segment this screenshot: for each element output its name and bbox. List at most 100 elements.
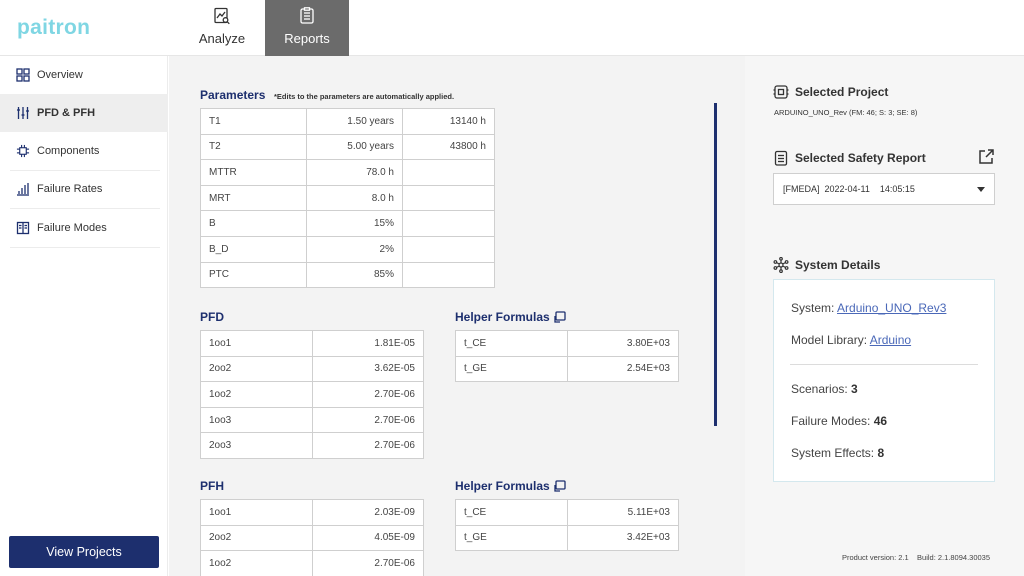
table-cell-value[interactable]: 78.0 h: [306, 159, 403, 186]
sidebar-item-pfd-pfh[interactable]: PFD & PFH: [0, 94, 168, 132]
grid-icon: [16, 68, 30, 82]
table-row: PTC 85%: [200, 261, 495, 289]
table-cell-alt[interactable]: [402, 235, 495, 263]
sidebar-item-failure-modes[interactable]: Failure Modes: [0, 209, 168, 247]
table-cell-value[interactable]: 2.70E-06: [312, 381, 424, 408]
table-cell-alt[interactable]: 43800 h: [402, 133, 495, 161]
table-cell-value[interactable]: 3.42E+03: [567, 524, 679, 552]
table-row: T1 1.50 years 13140 h: [200, 108, 495, 135]
table-cell-value[interactable]: 5.11E+03: [567, 499, 679, 526]
table-cell-alt[interactable]: [402, 184, 495, 212]
formula-link-icon[interactable]: [554, 311, 566, 323]
pfd-helper-formulas-title: Helper Formulas: [455, 310, 566, 324]
sliders-icon: [16, 106, 30, 120]
table-row: MRT 8.0 h: [200, 184, 495, 212]
view-projects-button[interactable]: View Projects: [9, 536, 159, 568]
pfh-table: 1oo1 2.03E-09 2oo2 4.05E-09 1oo2 2.70E-06: [199, 499, 424, 576]
report-icon: [298, 7, 316, 28]
failure-modes-label: Failure Modes:: [791, 414, 871, 428]
table-cell-value[interactable]: 2.70E-06: [312, 550, 424, 576]
table-row: 2oo2 4.05E-09: [199, 524, 424, 552]
table-cell-name: t_CE: [454, 330, 569, 357]
model-library-row: Model Library: Arduino: [791, 333, 911, 347]
table-cell-name: t_CE: [454, 499, 569, 526]
failure-modes-value: 46: [873, 414, 888, 428]
sidebar-item-failure-rates[interactable]: Failure Rates: [0, 170, 168, 208]
sidebar-item-label: Failure Rates: [37, 183, 103, 195]
table-cell-value[interactable]: 2.70E-06: [312, 406, 424, 434]
table-row: 2oo3 2.70E-06: [199, 432, 424, 459]
table-cell-value[interactable]: 15%: [306, 210, 403, 237]
table-cell-name: 1oo2: [199, 381, 314, 408]
safety-report-select-value: [FMEDA] 2022-04-11 14:05:15: [783, 184, 915, 194]
table-cell-alt[interactable]: [402, 159, 495, 186]
top-bar: paitron Analyze Reports: [0, 0, 1024, 56]
pfh-helper-table: t_CE 5.11E+03 t_GE 3.42E+03: [454, 499, 679, 552]
chip-icon: [16, 144, 30, 158]
model-library-label: Model Library:: [791, 333, 868, 347]
table-row: 1oo3 2.70E-06: [199, 406, 424, 434]
table-row: 1oo2 2.70E-06: [199, 381, 424, 408]
scenarios-row: Scenarios: 3: [791, 382, 858, 396]
table-cell-value[interactable]: 85%: [306, 261, 403, 289]
sidebar: Overview PFD & PFH Components: [0, 56, 168, 576]
table-cell-alt[interactable]: [402, 261, 495, 289]
table-cell-value[interactable]: 1.81E-05: [312, 330, 424, 357]
table-cell-value[interactable]: 2.70E-06: [312, 432, 424, 459]
table-cell-value[interactable]: 4.05E-09: [312, 524, 424, 552]
report-icon: [773, 150, 789, 166]
system-row: System: Arduino_UNO_Rev3: [791, 301, 946, 315]
formula-link-icon[interactable]: [554, 480, 566, 492]
external-link-icon[interactable]: [977, 148, 995, 171]
table-row: t_GE 3.42E+03: [454, 524, 679, 552]
helper-formulas-label: Helper Formulas: [455, 479, 550, 493]
table-cell-name: B_D: [200, 235, 307, 263]
helper-formulas-label: Helper Formulas: [455, 310, 550, 324]
table-cell-alt[interactable]: [402, 210, 495, 237]
divider: [10, 247, 160, 248]
table-cell-value[interactable]: 3.80E+03: [567, 330, 679, 357]
system-details-title: System Details: [795, 258, 881, 272]
safety-report-heading: Selected Safety Report: [773, 150, 926, 166]
parameters-table: T1 1.50 years 13140 h T2 5.00 years 43800 h MT…: [200, 108, 495, 289]
table-cell-name: t_GE: [454, 355, 569, 383]
system-effects-label: System Effects:: [791, 446, 875, 460]
table-cell-value[interactable]: 3.62E-05: [312, 355, 424, 383]
tab-reports[interactable]: Reports: [265, 0, 349, 56]
system-link[interactable]: Arduino_UNO_Rev3: [837, 301, 947, 315]
sidebar-item-overview[interactable]: Overview: [0, 56, 168, 94]
table-row: 2oo2 3.62E-05: [199, 355, 424, 383]
table-row: 1oo2 2.70E-06: [199, 550, 424, 576]
table-cell-name: 1oo3: [199, 406, 314, 434]
table-cell-value[interactable]: 1.50 years: [306, 108, 403, 135]
table-cell-name: B: [200, 210, 307, 237]
pfh-helper-formulas-title: Helper Formulas: [455, 479, 566, 493]
table-cell-value[interactable]: 5.00 years: [306, 133, 403, 161]
divider: [10, 170, 160, 171]
sidebar-item-label: Overview: [37, 69, 83, 81]
table-cell-alt[interactable]: 13140 h: [402, 108, 495, 135]
chevron-down-icon: [977, 187, 985, 192]
right-panel: Selected Project ARDUINO_UNO_Rev (FM: 46…: [745, 56, 1024, 576]
table-cell-value[interactable]: 2.03E-09: [312, 499, 424, 526]
main-content: Parameters *Edits to the parameters are …: [169, 56, 745, 576]
tab-analyze[interactable]: Analyze: [180, 0, 264, 56]
table-cell-name: 1oo1: [199, 499, 314, 526]
sidebar-item-components[interactable]: Components: [0, 132, 168, 170]
system-effects-row: System Effects: 8: [791, 446, 884, 460]
model-library-link[interactable]: Arduino: [869, 333, 912, 347]
table-cell-name: MTTR: [200, 159, 307, 186]
failure-modes-row: Failure Modes: 46: [791, 414, 887, 428]
scroll-indicator[interactable]: [714, 103, 717, 426]
safety-report-select[interactable]: [FMEDA] 2022-04-11 14:05:15: [773, 173, 995, 205]
table-cell-value[interactable]: 8.0 h: [306, 184, 403, 212]
pfd-helper-table: t_CE 3.80E+03 t_GE 2.54E+03: [454, 330, 679, 383]
app-logo[interactable]: paitron: [17, 16, 91, 39]
network-icon: [773, 257, 789, 273]
table-cell-value[interactable]: 2%: [306, 235, 403, 263]
table-cell-value[interactable]: 2.54E+03: [567, 355, 679, 383]
divider: [790, 364, 978, 365]
system-label: System:: [791, 301, 835, 315]
table-cell-name: t_GE: [454, 524, 569, 552]
table-cell-name: T1: [200, 108, 307, 135]
